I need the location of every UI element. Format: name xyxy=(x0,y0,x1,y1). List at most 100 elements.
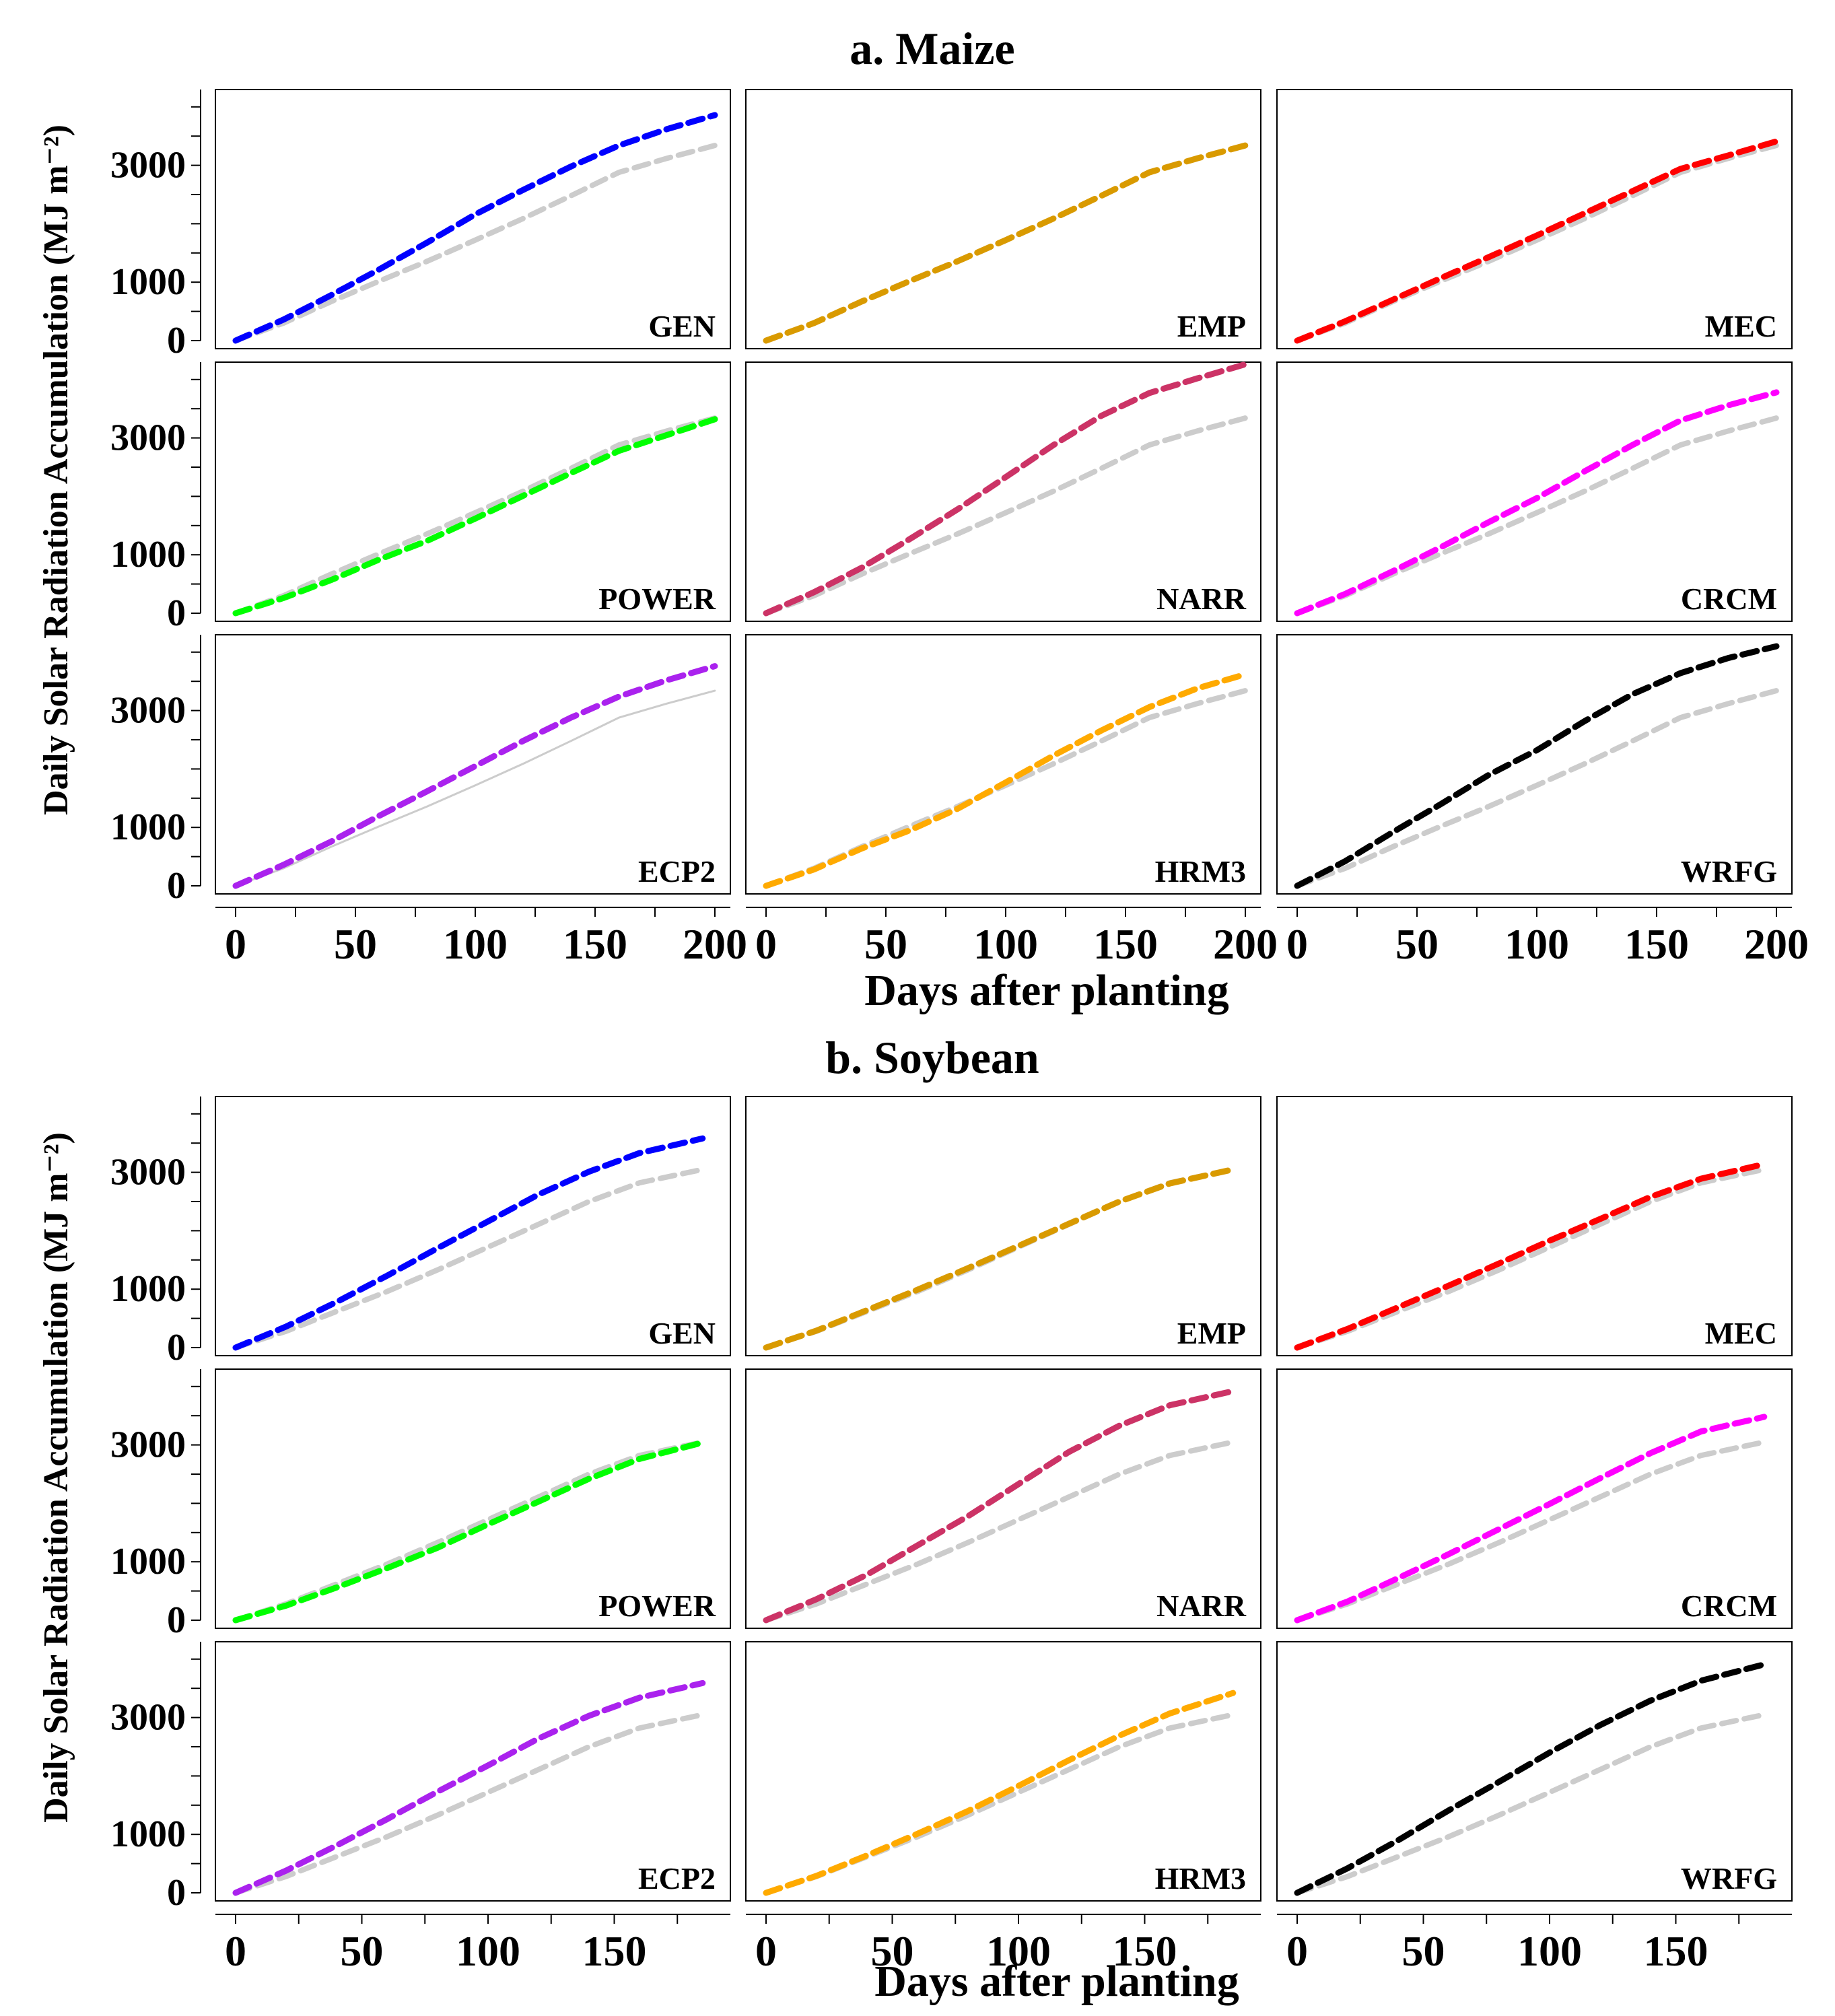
panel-bsoybean-emp: EMP xyxy=(745,1096,1261,1356)
y-tick-label: 0 xyxy=(167,865,186,907)
y-tick-label: 3000 xyxy=(110,1152,186,1193)
reference-line xyxy=(234,689,716,887)
series-line-gen xyxy=(232,112,718,344)
series-line-emp xyxy=(763,142,1249,344)
panel-bsoybean-power: POWER 0 1000 3000 xyxy=(110,1368,731,1641)
panel-frame xyxy=(1276,361,1793,622)
x-tick-label: 0 xyxy=(225,1927,246,1975)
panel-label: HRM3 xyxy=(1155,854,1246,889)
panel-amaize-emp: EMP xyxy=(745,89,1261,349)
series-line-wrfg xyxy=(1294,643,1780,889)
panel-amaize-wrfg: WRFG 0 50 100 150 200 xyxy=(1276,634,1809,968)
panel-frame xyxy=(745,1096,1261,1356)
panel-amaize-hrm3: HRM3 0 50 100 150 200 xyxy=(745,634,1278,968)
reference-line xyxy=(1294,415,1779,616)
x-tick-label: 200 xyxy=(1213,920,1278,968)
panel-bsoybean-gen: GEN 0 1000 3000 xyxy=(110,1096,731,1368)
panel-label: EMP xyxy=(1177,1316,1246,1350)
panel-bsoybean-narr: NARR xyxy=(745,1368,1261,1629)
x-tick-label: 150 xyxy=(1624,920,1689,968)
reference-line xyxy=(763,1439,1236,1623)
x-tick-label: 100 xyxy=(986,1927,1051,1975)
panel-label: POWER xyxy=(598,582,716,616)
y-tick-label: 3000 xyxy=(110,145,186,186)
series-line-ecp2 xyxy=(232,663,718,889)
x-tick-label: 150 xyxy=(563,920,627,968)
x-tick-label: 0 xyxy=(755,1927,777,1975)
y-tick-label: 1000 xyxy=(110,1813,186,1855)
panel-label: WRFG xyxy=(1681,1861,1777,1896)
y-tick-label: 0 xyxy=(167,1599,186,1641)
x-tick-label: 150 xyxy=(1644,1927,1708,1975)
x-tick-label: 200 xyxy=(683,920,747,968)
x-tick-label: 100 xyxy=(1517,1927,1582,1975)
series-line-hrm3 xyxy=(763,671,1249,889)
series-line-wrfg xyxy=(1294,1661,1768,1896)
x-tick-label: 50 xyxy=(1395,920,1439,968)
panel-frame xyxy=(1276,1368,1793,1629)
panel-label: NARR xyxy=(1156,582,1247,616)
y-tick-label: 0 xyxy=(167,1327,186,1368)
panel-amaize-crcm: CRCM xyxy=(1276,361,1793,622)
panel-amaize-narr: NARR xyxy=(745,361,1261,622)
y-tick-label: 1000 xyxy=(110,1541,186,1583)
soybean-title: b. Soybean xyxy=(825,1032,1039,1083)
series-line-gen xyxy=(232,1135,706,1351)
y-tick-label: 3000 xyxy=(110,417,186,459)
panel-label: POWER xyxy=(598,1589,716,1623)
panel-label: ECP2 xyxy=(638,1861,716,1896)
x-tick-label: 100 xyxy=(973,920,1038,968)
x-tick-label: 0 xyxy=(1286,1927,1308,1975)
panel-frame xyxy=(215,361,731,622)
y-tick-label: 1000 xyxy=(110,1268,186,1310)
panel-label: GEN xyxy=(648,1316,716,1350)
y-tick-label: 0 xyxy=(167,320,186,361)
x-tick-label: 0 xyxy=(225,920,246,968)
panel-label: WRFG xyxy=(1681,854,1777,889)
panel-bsoybean-mec: MEC xyxy=(1276,1096,1793,1356)
y-tick-label: 3000 xyxy=(110,690,186,732)
x-tick-label: 100 xyxy=(443,920,508,968)
y-tick-label: 1000 xyxy=(110,806,186,848)
series-line-narr xyxy=(763,361,1249,617)
reference-line xyxy=(1294,1439,1767,1623)
panel-frame xyxy=(745,1641,1261,1902)
panel-frame xyxy=(745,89,1261,349)
panel-amaize-power: POWER 0 1000 3000 xyxy=(110,361,731,634)
reference-line xyxy=(233,1167,705,1350)
panel-frame xyxy=(1276,89,1793,349)
y-tick-label: 1000 xyxy=(110,534,186,576)
x-tick-label: 50 xyxy=(864,920,907,968)
x-tick-label: 100 xyxy=(456,1927,520,1975)
series-line-narr xyxy=(763,1388,1237,1624)
x-tick-label: 50 xyxy=(341,1927,384,1975)
x-tick-label: 150 xyxy=(1113,1927,1177,1975)
panel-label: GEN xyxy=(648,309,716,343)
panel-label: CRCM xyxy=(1681,1589,1777,1623)
x-tick-label: 150 xyxy=(582,1927,647,1975)
panel-label: HRM3 xyxy=(1155,1861,1246,1896)
panel-label: ECP2 xyxy=(638,854,716,889)
series-line-mec xyxy=(1294,138,1780,344)
series-line-power xyxy=(232,1439,706,1624)
y-tick-label: 3000 xyxy=(110,1697,186,1739)
panel-frame xyxy=(745,1368,1261,1629)
soybean-y-axis-label: Daily Solar Radiation Accumulation (MJ m… xyxy=(37,1132,75,1823)
panel-frame xyxy=(1276,1096,1793,1356)
series-line-power xyxy=(232,416,718,617)
reference-line xyxy=(1294,688,1779,889)
series-line-ecp2 xyxy=(232,1679,706,1896)
x-tick-label: 50 xyxy=(871,1927,914,1975)
reference-line xyxy=(763,415,1248,616)
reference-line xyxy=(233,143,718,343)
panel-bsoybean-wrfg: WRFG 0 50 100 150 xyxy=(1276,1641,1793,1975)
y-tick-label: 1000 xyxy=(110,261,186,303)
panel-amaize-ecp2: ECP2 0 1000 3000 0 50 100 150 200 xyxy=(110,634,747,968)
panel-label: EMP xyxy=(1177,309,1246,343)
reference-line xyxy=(233,1712,705,1896)
panel-frame xyxy=(745,634,1261,895)
panel-label: NARR xyxy=(1156,1589,1247,1623)
series-line-crcm xyxy=(1294,1414,1768,1624)
